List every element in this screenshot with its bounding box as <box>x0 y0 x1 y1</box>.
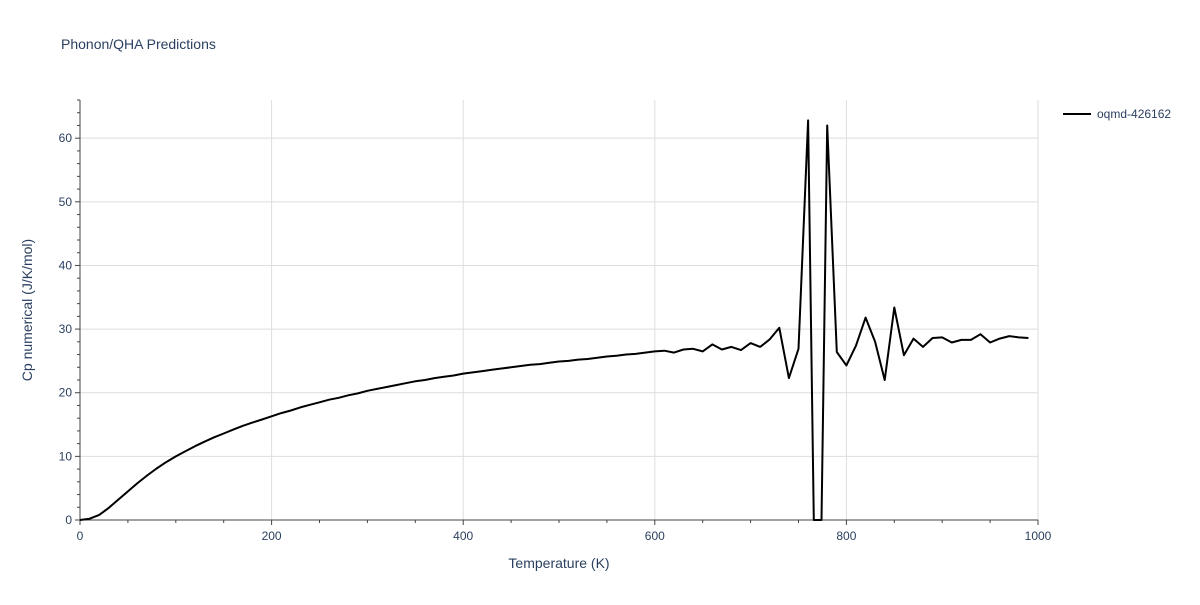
x-tick-label: 600 <box>645 529 665 543</box>
chart-title: Phonon/QHA Predictions <box>61 36 216 52</box>
x-tick-label: 200 <box>262 529 282 543</box>
axis-layer: 0 200 400 600 800 1000 0 10 20 30 40 50 60 <box>59 99 1052 543</box>
series-layer <box>79 119 1029 521</box>
x-tick-label: 800 <box>836 529 856 543</box>
y-axis-label: Cp numerical (J/K/mol) <box>19 239 35 381</box>
y-tick-label: 60 <box>59 131 73 145</box>
x-tick-label: 400 <box>453 529 473 543</box>
grid-layer <box>80 100 1039 520</box>
y-tick-label: 40 <box>59 258 73 272</box>
x-tick-label: 0 <box>77 529 84 543</box>
y-tick-label: 0 <box>65 513 72 527</box>
legend-label: oqmd-426162 <box>1097 107 1171 121</box>
x-axis-label: Temperature (K) <box>508 555 609 571</box>
y-tick-label: 10 <box>59 449 73 463</box>
y-tick-label: 20 <box>59 386 73 400</box>
y-tick-label: 50 <box>59 195 73 209</box>
legend[interactable]: oqmd-426162 <box>1063 107 1171 121</box>
series-line <box>79 119 1029 521</box>
y-tick-label: 30 <box>59 322 73 336</box>
x-tick-label: 1000 <box>1025 529 1052 543</box>
